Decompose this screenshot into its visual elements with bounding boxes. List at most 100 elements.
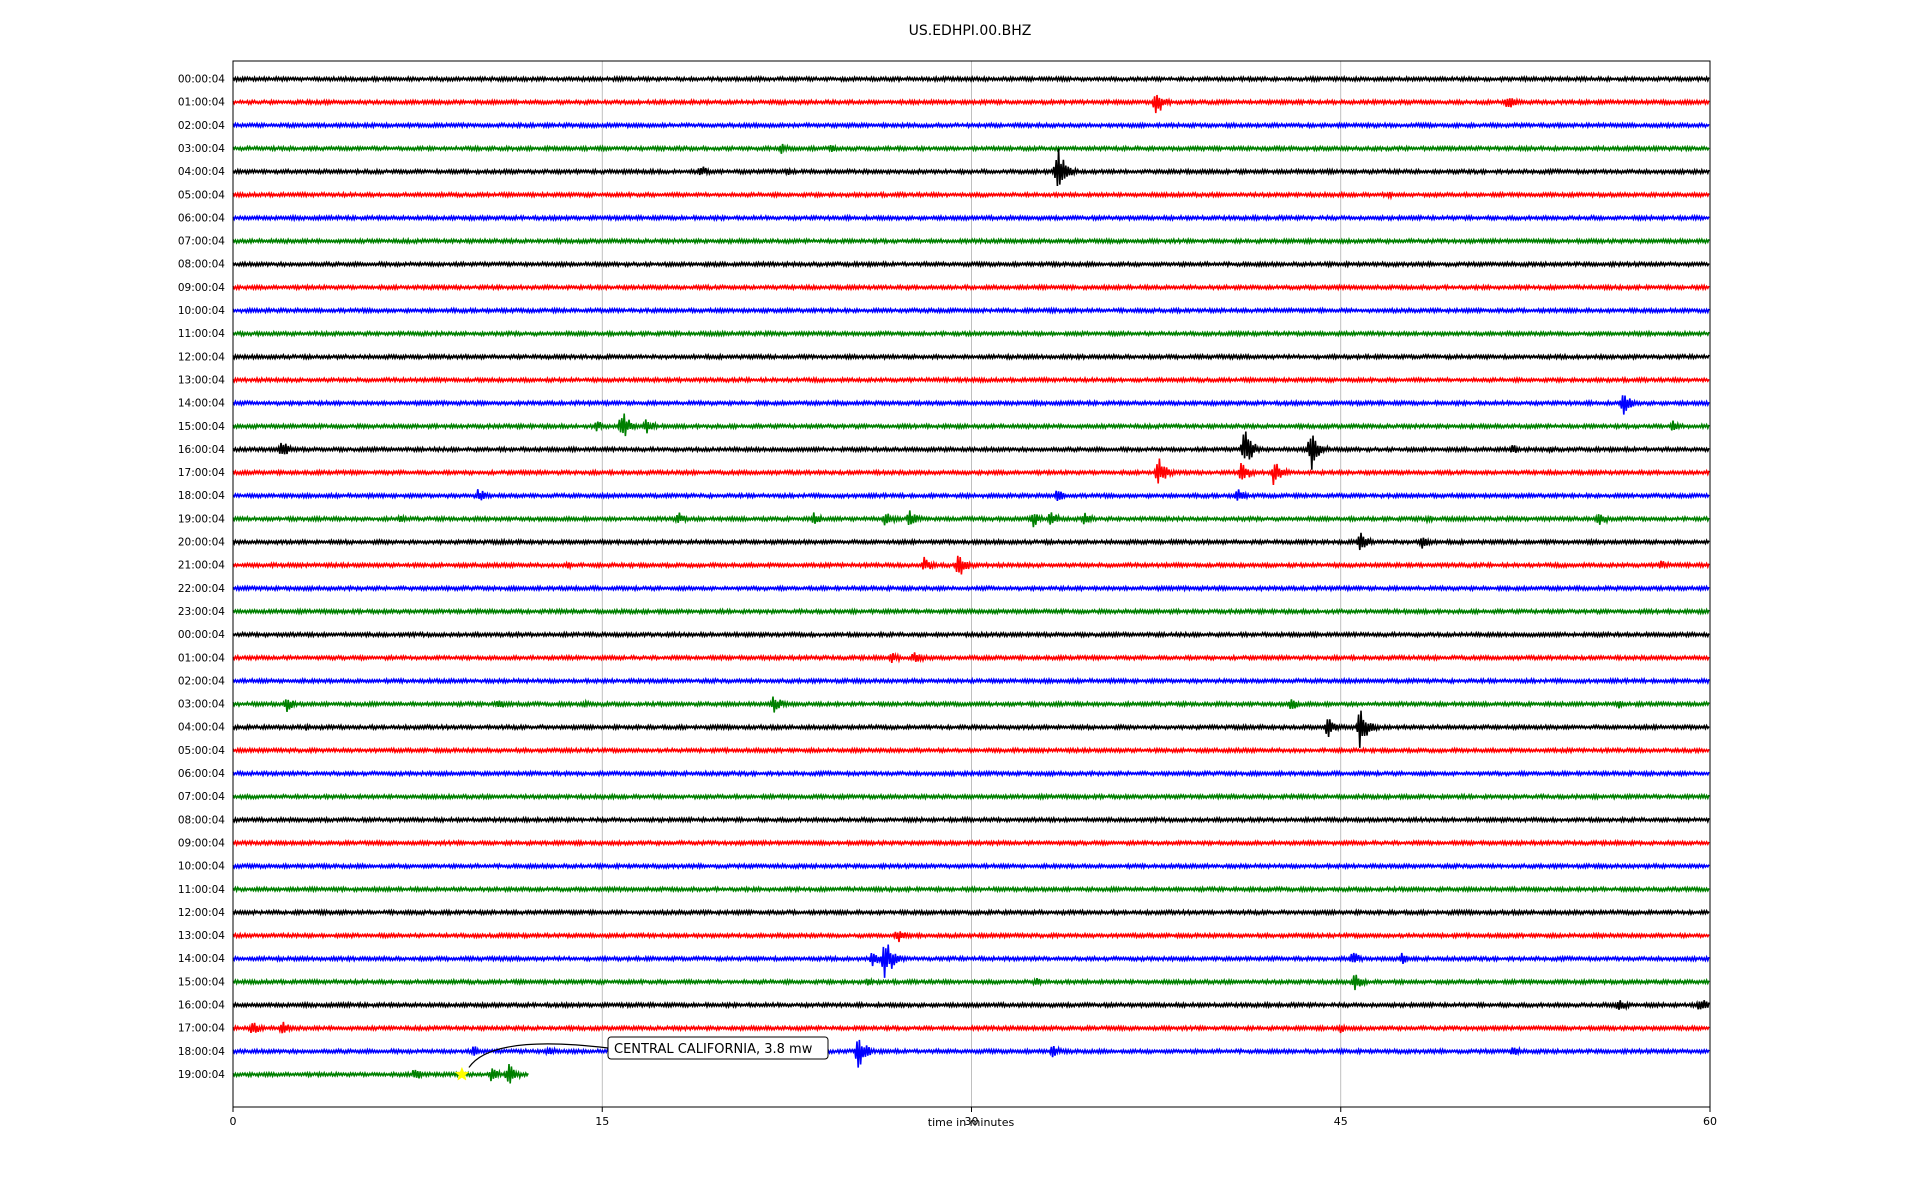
trace-line [232, 1021, 1710, 1035]
trace-line [232, 769, 1710, 778]
x-axis: 0 15 30 45 60 [230, 1107, 1717, 1128]
row-label: 17:00:04 [178, 467, 225, 479]
row-label: 03:00:04 [178, 699, 225, 711]
grid-lines [601, 61, 1342, 1107]
trace-line [232, 458, 1710, 486]
trace-line [232, 584, 1710, 593]
trace-line [232, 121, 1710, 130]
row-label: 04:00:04 [178, 166, 225, 178]
row-label: 14:00:04 [178, 398, 225, 410]
x-tick-label: 0 [230, 1115, 237, 1128]
row-label: 11:00:04 [178, 884, 225, 896]
trace-line [232, 143, 1710, 154]
trace-line [232, 94, 1710, 114]
trace-line [232, 838, 1710, 848]
trace-line [232, 148, 1710, 187]
row-label: 06:00:04 [178, 212, 225, 224]
row-label: 07:00:04 [178, 236, 225, 248]
trace-line [232, 651, 1710, 664]
row-label: 13:00:04 [178, 374, 225, 386]
row-label: 03:00:04 [178, 143, 225, 155]
trace-line [232, 792, 1710, 801]
trace-line [232, 352, 1710, 361]
trace-line [232, 190, 1710, 201]
row-label: 16:00:04 [178, 1000, 225, 1012]
row-label: 18:00:04 [178, 1046, 225, 1058]
row-label: 21:00:04 [178, 560, 225, 572]
trace-line [232, 974, 1710, 991]
row-label: 17:00:04 [178, 1023, 225, 1035]
row-label: 07:00:04 [178, 791, 225, 803]
x-tick-label: 45 [1334, 1115, 1348, 1128]
trace-line [232, 676, 1710, 686]
trace-line [232, 861, 1710, 871]
row-label: 05:00:04 [178, 189, 225, 201]
trace-line [232, 1064, 529, 1084]
row-label: 16:00:04 [178, 444, 225, 456]
trace-line [232, 1039, 1710, 1068]
trace-line [232, 306, 1710, 315]
x-tick-label: 60 [1703, 1115, 1717, 1128]
chart-title: US.EDHPI.00.BHZ [909, 23, 1032, 39]
row-label: 00:00:04 [178, 629, 225, 641]
row-label: 09:00:04 [178, 282, 225, 294]
x-tick-label: 15 [595, 1115, 609, 1128]
row-label: 18:00:04 [178, 490, 225, 502]
trace-line [232, 944, 1710, 978]
row-label: 22:00:04 [178, 583, 225, 595]
trace-line [232, 489, 1710, 502]
traces [232, 74, 1710, 1084]
trace-line [232, 999, 1710, 1012]
row-label: 09:00:04 [178, 837, 225, 849]
trace-line [232, 532, 1710, 551]
row-label: 19:00:04 [178, 513, 225, 525]
row-label: 11:00:04 [178, 328, 225, 340]
trace-line [232, 746, 1710, 755]
row-label: 08:00:04 [178, 259, 225, 271]
event-star-marker [454, 1066, 470, 1081]
row-label: 14:00:04 [178, 953, 225, 965]
row-label: 12:00:04 [178, 907, 225, 919]
trace-line [232, 213, 1710, 223]
annotation-label: CENTRAL CALIFORNIA, 3.8 mw [614, 1042, 813, 1057]
row-label: 23:00:04 [178, 606, 225, 618]
trace-line [232, 283, 1710, 292]
trace-line [232, 259, 1710, 269]
row-label: 19:00:04 [178, 1069, 225, 1081]
row-label: 08:00:04 [178, 814, 225, 826]
trace-line [232, 375, 1710, 385]
row-label: 15:00:04 [178, 421, 225, 433]
x-tick-label: 30 [965, 1115, 979, 1128]
trace-line [232, 74, 1710, 84]
row-label: 20:00:04 [178, 537, 225, 549]
annotation-connector [468, 1043, 609, 1068]
row-label: 12:00:04 [178, 351, 225, 363]
row-label: 02:00:04 [178, 120, 225, 132]
row-label: 10:00:04 [178, 861, 225, 873]
trace-line [232, 815, 1710, 825]
row-labels: 00:00:04 01:00:04 02:00:04 03:00:04 04:00:04… [178, 74, 225, 1081]
annotation-box [607, 1036, 829, 1060]
trace-line [232, 236, 1710, 246]
trace-line [232, 510, 1710, 528]
trace-line [232, 431, 1710, 470]
trace-line [232, 395, 1710, 415]
trace-line [232, 630, 1710, 639]
trace-line [232, 931, 1710, 943]
row-label: 15:00:04 [178, 976, 225, 988]
row-label: 02:00:04 [178, 675, 225, 687]
trace-line [232, 710, 1710, 748]
trace-line [232, 413, 1710, 437]
trace-line [232, 607, 1710, 616]
x-axis-label: time in minutes [928, 1116, 1015, 1129]
row-label: 01:00:04 [178, 97, 225, 109]
trace-line [232, 329, 1710, 338]
annotations: CENTRAL CALIFORNIA, 3.8 mw [454, 1036, 829, 1081]
row-label: 01:00:04 [178, 652, 225, 664]
trace-line [232, 696, 1710, 713]
trace-line [232, 908, 1710, 917]
row-label: 10:00:04 [178, 305, 225, 317]
row-label: 04:00:04 [178, 722, 225, 734]
trace-line [232, 885, 1710, 894]
